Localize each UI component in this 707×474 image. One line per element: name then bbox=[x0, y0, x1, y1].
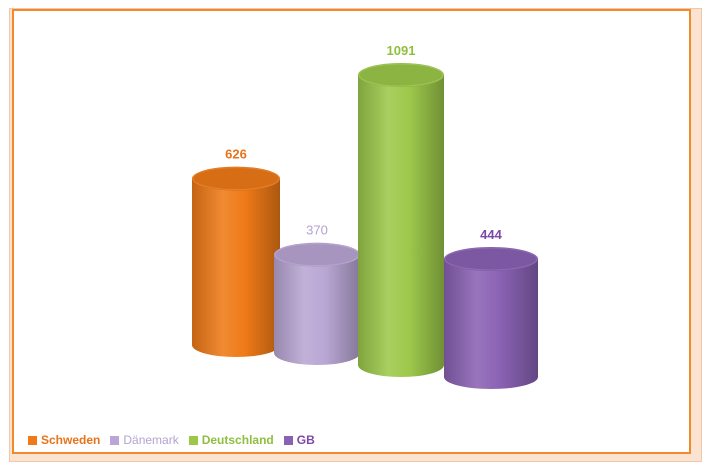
legend-item-deutschland: Deutschland bbox=[188, 433, 274, 447]
bar-gb bbox=[444, 246, 538, 389]
data-label-dänemark: 370 bbox=[306, 223, 328, 238]
legend-item-dänemark: Dänemark bbox=[110, 433, 179, 447]
bar-dänemark bbox=[274, 242, 360, 365]
bar-schweden bbox=[192, 166, 280, 357]
bar-top-rim bbox=[358, 63, 444, 87]
legend-swatch bbox=[28, 435, 37, 445]
bar-top bbox=[444, 246, 538, 271]
bar-top bbox=[274, 242, 360, 267]
legend-swatch bbox=[110, 435, 120, 445]
legend-label: GB bbox=[296, 433, 315, 447]
bar-top bbox=[358, 63, 444, 87]
bar-top bbox=[192, 166, 280, 191]
chart-legend: Schweden Dänemark Deutschland GB bbox=[28, 430, 315, 450]
legend-swatch bbox=[283, 435, 293, 445]
bar-body bbox=[444, 258, 538, 389]
legend-item-schweden: Schweden bbox=[28, 433, 100, 447]
data-labels-layer: 626 370 1091 444 bbox=[225, 43, 502, 242]
bar-body bbox=[358, 75, 444, 377]
data-label-deutschland: 1091 bbox=[387, 43, 416, 58]
bar-chart: 626 370 1091 444 bbox=[192, 43, 538, 389]
bars-layer bbox=[192, 63, 538, 389]
legend-label: Dänemark bbox=[123, 433, 179, 447]
bar-top-rim bbox=[444, 247, 538, 271]
bar-body bbox=[192, 178, 280, 357]
data-label-schweden: 626 bbox=[225, 147, 247, 162]
bar-deutschland bbox=[358, 63, 444, 377]
legend-swatch bbox=[188, 435, 198, 445]
bar-body bbox=[274, 254, 360, 365]
bar-top-rim bbox=[192, 167, 280, 191]
data-label-gb: 444 bbox=[480, 227, 502, 242]
legend-item-gb: GB bbox=[283, 433, 315, 447]
chart-frame: 626 370 1091 444 bbox=[12, 9, 691, 454]
legend-label: Schweden bbox=[41, 433, 101, 447]
legend-label: Deutschland bbox=[201, 433, 274, 447]
